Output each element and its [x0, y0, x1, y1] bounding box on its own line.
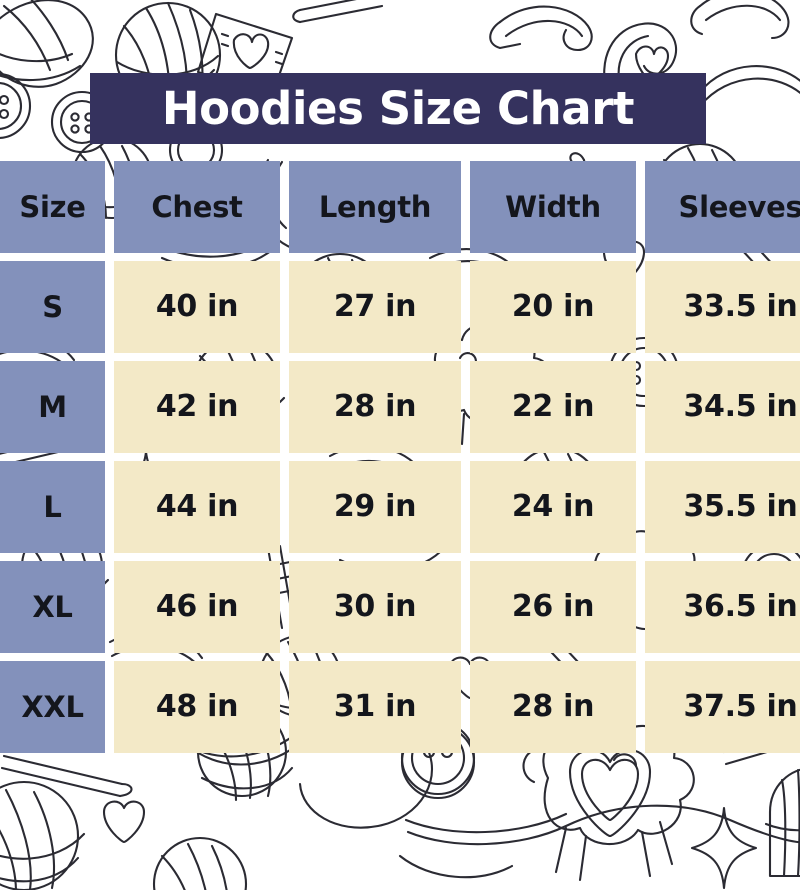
table-cell-length: 30 in: [289, 561, 461, 653]
table-cell-sleeves: 37.5 in: [645, 661, 800, 753]
table-cell-length: 28 in: [289, 361, 461, 453]
table-cell-sleeves: 36.5 in: [645, 561, 800, 653]
table-cell-sleeves: 33.5 in: [645, 261, 800, 353]
table-cell-chest: 46 in: [114, 561, 280, 653]
table-cell-length: 31 in: [289, 661, 461, 753]
table-cell-width: 22 in: [470, 361, 636, 453]
page-title: Hoodies Size Chart: [161, 82, 635, 135]
table-cell-length: 29 in: [289, 461, 461, 553]
table-cell-sleeves: 35.5 in: [645, 461, 800, 553]
table-cell-width: 20 in: [470, 261, 636, 353]
table-row-size: L: [0, 461, 105, 553]
table-row-size: XXL: [0, 661, 105, 753]
table-cell-sleeves: 34.5 in: [645, 361, 800, 453]
table-cell-width: 26 in: [470, 561, 636, 653]
size-table: Size Chest Length Width Sleeves S 40 in …: [0, 161, 800, 753]
column-header-size: Size: [0, 161, 105, 253]
column-header-length: Length: [289, 161, 461, 253]
title-banner: Hoodies Size Chart: [90, 73, 706, 144]
column-header-width: Width: [470, 161, 636, 253]
table-cell-chest: 40 in: [114, 261, 280, 353]
table-cell-chest: 48 in: [114, 661, 280, 753]
table-cell-length: 27 in: [289, 261, 461, 353]
column-header-chest: Chest: [114, 161, 280, 253]
table-cell-width: 24 in: [470, 461, 636, 553]
column-header-sleeves: Sleeves: [645, 161, 800, 253]
table-row-size: XL: [0, 561, 105, 653]
table-row-size: S: [0, 261, 105, 353]
table-row-size: M: [0, 361, 105, 453]
table-cell-chest: 42 in: [114, 361, 280, 453]
table-cell-width: 28 in: [470, 661, 636, 753]
table-cell-chest: 44 in: [114, 461, 280, 553]
